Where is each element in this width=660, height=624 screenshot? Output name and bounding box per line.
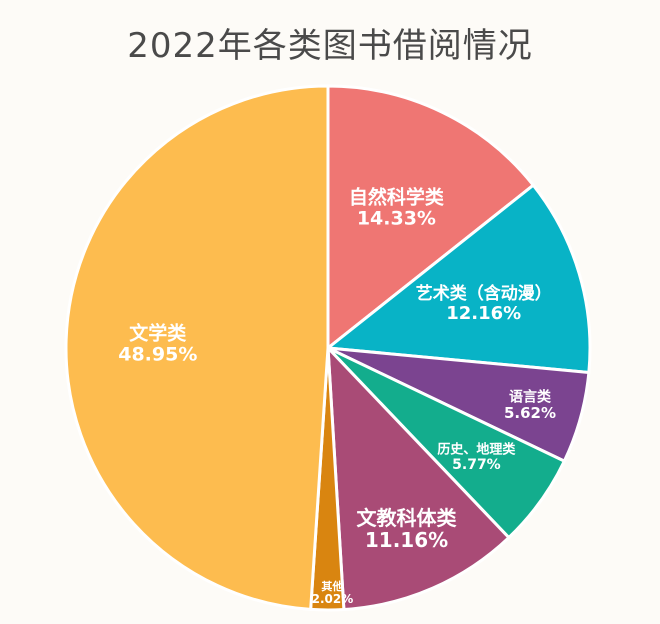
pie-slice	[326, 183, 592, 374]
slice-name-label: 其他	[321, 579, 343, 593]
slice-name-label: 文学类	[129, 322, 186, 345]
slice-value-label: 11.16%	[365, 528, 448, 552]
pie-slice	[64, 84, 330, 611]
slice-name-label: 文教科体类	[357, 506, 457, 530]
slice-value-label: 14.33%	[357, 208, 436, 230]
pie-slice	[326, 84, 535, 350]
slice-name-label: 艺术类（含动漫）	[416, 283, 552, 304]
pie-slice	[326, 346, 511, 612]
chart-title: 2022年各类图书借阅情况	[127, 26, 533, 66]
slice-name-label: 语言类	[509, 389, 552, 406]
slice-value-label: 5.77%	[452, 457, 501, 473]
slice-value-label: 12.16%	[446, 303, 521, 324]
slice-value-label: 48.95%	[118, 343, 197, 365]
slices-layer	[64, 84, 592, 612]
slice-name-label: 自然科学类	[349, 186, 444, 209]
slice-value-label: 2.02%	[312, 592, 354, 606]
slice-value-label: 5.62%	[504, 404, 556, 422]
slice-name-label: 历史、地理类	[437, 442, 516, 458]
